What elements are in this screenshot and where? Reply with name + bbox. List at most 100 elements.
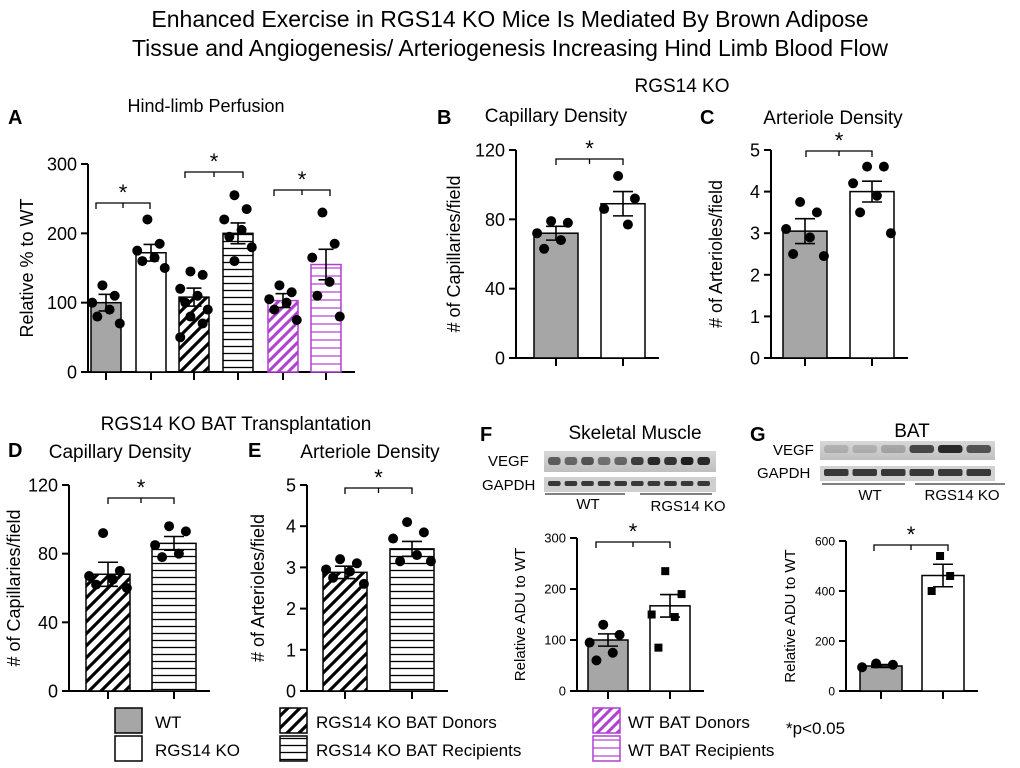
blot-f-wt-label: WT: [576, 496, 599, 513]
panel-f-title: Skeletal Muscle: [568, 423, 701, 444]
panel-e-point-0-5: [358, 578, 369, 589]
panel-b-sig-bracket-0: [555, 158, 624, 165]
panel-d-point-1-2: [150, 540, 161, 551]
panel-d-sig-star-0: *: [137, 475, 146, 500]
panel-a-point-5-0: [317, 207, 328, 218]
panel-a-point-5-1: [329, 238, 340, 249]
panel-g-ytick-label-3: 600: [815, 534, 835, 548]
panel-a-point-4-2: [264, 294, 275, 305]
panel-b-ytick-label-1: 40: [485, 279, 505, 299]
blot-f-vegf-band-7: [664, 457, 677, 465]
legend-label-ko-bat-donors: RGS14 KO BAT Donors: [316, 713, 497, 732]
panel-e-point-1-1: [418, 527, 429, 538]
blot-f-gapdh-band-5: [631, 481, 644, 486]
panel-a-point-3-6: [229, 256, 240, 267]
panel-f-sig-star-0: *: [629, 519, 638, 544]
panel-b-title: Capillary Density: [485, 106, 628, 127]
panel-a-point-0-5: [114, 318, 125, 329]
blot-f-vegf-band-4: [614, 457, 627, 465]
panel-e-ytick-label-1: 1: [286, 640, 296, 660]
panel-b-error-bar-1: [613, 190, 633, 217]
panel-b-point-0-4: [539, 243, 550, 254]
blot-g-gapdh-label: GAPDH: [757, 465, 810, 482]
panel-c-title: Arteriole Density: [763, 108, 903, 129]
panel-a-point-2-3: [192, 290, 203, 301]
panel-a-point-1-2: [132, 245, 143, 256]
panel-d-point-1-0: [164, 521, 175, 532]
panel-a-sig-star-1: *: [210, 149, 219, 174]
panel-a-point-3-5: [246, 242, 257, 253]
legend-swatch-rgs14ko: [114, 735, 143, 762]
panel-a-point-2-2: [175, 283, 186, 294]
panel-e-point-0-3: [344, 566, 355, 577]
legend-label-wt: WT: [155, 713, 181, 732]
panel-e-ytick-label-4: 4: [286, 517, 296, 537]
figure-title-line1: Enhanced Exercise in RGS14 KO Mice Is Me…: [151, 6, 868, 32]
panel-a-point-1-1: [154, 238, 165, 249]
blot-g-vegf-band-5: [966, 445, 991, 453]
panel-a-point-5-2: [307, 252, 318, 263]
panel-d-ytick-label-1: 40: [38, 613, 58, 633]
panel-a-point-3-2: [219, 214, 230, 225]
panel-c-point-0-4: [788, 249, 799, 259]
panel-a-point-2-6: [185, 311, 196, 322]
panel-c-sig-bracket-0: [805, 150, 873, 157]
panel-f-point-1-2: [647, 610, 656, 619]
panel-f-point-0-4: [591, 655, 602, 666]
blot-f-vegf-band-6: [647, 457, 661, 465]
panel-e-ytick-label-5: 5: [286, 475, 296, 495]
section-header-bat-transplant: RGS14 KO BAT Transplantation: [101, 414, 372, 435]
panel-e-ytick-label-2: 2: [286, 599, 296, 619]
panel-e-ytick-label-3: 3: [286, 558, 296, 578]
blot-f-gapdh-band-7: [664, 481, 677, 486]
panel-a-point-0-3: [104, 304, 115, 315]
panel-c-point-1-3: [871, 190, 882, 201]
panel-a-ytick-label-3: 300: [47, 154, 77, 174]
blot-g-gapdh-band-0: [824, 469, 849, 476]
legend-swatch-wt-bat-donors: [592, 707, 621, 734]
blot-g-gapdh-band-5: [966, 469, 991, 476]
panel-a-ytick-label-0: 0: [67, 362, 77, 382]
panel-d-point-0-3: [107, 574, 118, 585]
panel-c-sig-star-0: *: [835, 128, 844, 153]
panel-d-point-0-1: [114, 565, 125, 576]
panel-d-error-bar-0: [98, 561, 118, 588]
panel-g-point-0-1: [887, 659, 898, 670]
blot-f-vegf-band-2: [581, 457, 594, 465]
panel-letter-a: A: [8, 107, 22, 129]
blot-f-vegf-band-9: [697, 457, 710, 465]
panel-c-ylabel: # of Arterioles/field: [706, 180, 726, 328]
panel-c-ytick-label-2: 2: [750, 265, 760, 285]
panel-e-title: Arteriole Density: [300, 442, 440, 463]
panel-c-point-0-3: [804, 232, 815, 243]
blot-g-vegf-band-0: [824, 445, 849, 453]
chart-panel-b: Capillary Density # of Capillaries/field 0…: [444, 106, 659, 368]
panel-c-point-1-1: [878, 161, 889, 172]
panel-a-point-5-3: [324, 276, 335, 287]
panel-g-ytick-label-1: 200: [815, 634, 835, 648]
blot-g-vegf-band-4: [938, 445, 963, 453]
legend-swatch-ko-bat-donors: [279, 707, 308, 734]
panel-b-point-0-3: [555, 235, 566, 246]
panel-a-point-2-1: [197, 269, 208, 280]
chart-panel-e: Arteriole Density # of Arterioles/field 0 1…: [248, 442, 448, 701]
blot-f-gapdh-band-0: [548, 481, 561, 486]
panel-d-point-1-1: [180, 526, 191, 537]
panel-b-point-1-0: [613, 171, 624, 181]
legend: WT RGS14 KO RGS14 KO BAT Donors RGS14 KO…: [114, 707, 774, 762]
panel-e-point-1-4: [395, 556, 406, 567]
panel-d-sig-bracket-0: [107, 497, 175, 504]
panel-a-point-4-3: [281, 297, 292, 308]
panel-f-ytick-label-3: 300: [544, 531, 566, 546]
panel-f-point-0-0: [598, 619, 609, 630]
panel-a-point-1-3: [149, 252, 160, 263]
blot-f-vegf-strip: [544, 451, 716, 472]
panel-a-point-3-4: [224, 231, 235, 242]
panel-f-ytick-label-0: 0: [559, 684, 566, 699]
panel-e-point-1-5: [425, 556, 436, 567]
panel-f-ylabel: Relative ADU to WT: [512, 548, 529, 681]
panel-d-point-0-4: [91, 579, 102, 590]
panel-c-error-bar-1: [862, 180, 882, 203]
panel-g-point-1-2: [927, 587, 936, 595]
chart-panel-f: Skeletal Muscle Relative ADU to WT 0 100 200…: [512, 423, 704, 699]
